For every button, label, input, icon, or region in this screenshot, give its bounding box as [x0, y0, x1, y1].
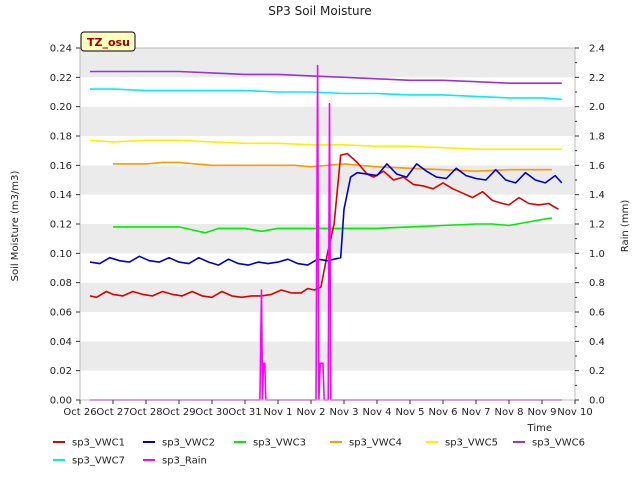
grid-band [80, 341, 575, 371]
grid-bands [80, 48, 575, 400]
series-line-sp3_VWC2 [89, 163, 563, 266]
y-tick-label: 0.08 [50, 278, 72, 289]
y2-tick-label: 1.0 [589, 249, 605, 260]
legend-label: sp3_VWC4 [349, 438, 402, 449]
grid-band [80, 48, 575, 78]
y-tick-label: 0.18 [50, 132, 72, 143]
y2-tick-label: 0.8 [589, 278, 605, 289]
series-line-sp3_VWC7 [89, 88, 562, 101]
series-line-sp3_Rain [89, 64, 562, 401]
y-tick-label: 0.24 [50, 44, 72, 55]
y-axis-title: Soil Moisture (m3/m3) [10, 171, 21, 282]
series-layer [89, 64, 563, 401]
series-line-sp3_VWC5 [89, 139, 562, 150]
x-tick-label: Nov 3 [329, 407, 358, 418]
x-axis: Oct 26 Oct 27 Oct 28 Oct 29 Oct 30 Oct 31 Nov … [63, 400, 593, 418]
x-tick-label: Nov 1 [263, 407, 292, 418]
y-tick-label: 0.14 [50, 190, 72, 201]
y-tick-label: 0.16 [50, 161, 72, 172]
right-axis: 0.0 0.2 0.4 0.6 0.8 1.0 1.2 1.4 1.6 1.8 2.0 2.2 2.4 [575, 44, 605, 407]
legend-label: sp3_VWC7 [72, 456, 125, 467]
x-tick-label: Oct 31 [228, 407, 261, 418]
y2-tick-label: 0.2 [589, 366, 605, 377]
y-tick-label: 0.12 [50, 220, 72, 231]
legend: sp3_VWC1 sp3_VWC2 sp3_VWC3 sp3_VWC4 sp3_VWC5… [53, 438, 585, 467]
x-tick-label: Nov 7 [461, 407, 490, 418]
y2-tick-label: 2.0 [589, 102, 605, 113]
x-tick-label: Nov 10 [557, 407, 592, 418]
x-tick-label: Oct 27 [96, 407, 129, 418]
grid-band [80, 282, 575, 312]
x-tick-label: Nov 6 [428, 407, 457, 418]
y-tick-label: 0.04 [50, 337, 72, 348]
y2-tick-label: 0.4 [589, 337, 605, 348]
x-tick-label: Oct 29 [162, 407, 195, 418]
series-line-sp3_VWC6 [89, 70, 562, 84]
y-tick-label: 0.00 [50, 396, 72, 407]
y2-tick-label: 1.8 [589, 132, 605, 143]
x-axis-title: Time [527, 423, 552, 434]
left-axis: 0.00 0.02 0.04 0.06 0.08 0.10 0.12 0.14 0.16 0.18… [50, 44, 80, 407]
legend-label: sp3_VWC5 [445, 438, 498, 449]
y2-tick-label: 1.4 [589, 190, 605, 201]
x-tick-label: Nov 9 [527, 407, 556, 418]
y2-tick-label: 2.4 [589, 44, 605, 55]
y2-axis-title: Rain (mm) [620, 200, 631, 253]
series-line-sp3_VWC3 [113, 217, 553, 234]
x-tick-label: Nov 2 [296, 407, 325, 418]
x-tick-label: Nov 8 [494, 407, 523, 418]
x-tick-label: Nov 5 [395, 407, 424, 418]
series-line-sp3_VWC1 [89, 152, 559, 299]
legend-label: sp3_VWC3 [253, 438, 306, 449]
y-tick-label: 0.22 [50, 73, 72, 84]
chart-title: SP3 Soil Moisture [268, 4, 371, 18]
grid-band [80, 312, 575, 342]
y2-tick-label: 0.0 [589, 396, 605, 407]
x-tick-label: Oct 26 [63, 407, 96, 418]
y-tick-label: 0.06 [50, 308, 72, 319]
x-tick-label: Oct 30 [195, 407, 228, 418]
x-tick-label: Oct 28 [129, 407, 162, 418]
y2-tick-label: 2.2 [589, 73, 605, 84]
y2-tick-label: 1.6 [589, 161, 605, 172]
site-badge: TZ_osu [80, 31, 136, 52]
grid-band [80, 106, 575, 136]
y-tick-label: 0.02 [50, 366, 72, 377]
y-tick-label: 0.20 [50, 102, 72, 113]
y-tick-label: 0.10 [50, 249, 72, 260]
x-tick-label: Nov 4 [362, 407, 391, 418]
y2-tick-label: 1.2 [589, 220, 605, 231]
legend-label: sp3_Rain [162, 456, 207, 467]
grid-band [80, 253, 575, 283]
y2-tick-label: 0.6 [589, 308, 605, 319]
legend-label: sp3_VWC1 [72, 438, 125, 449]
legend-label: sp3_VWC6 [532, 438, 585, 449]
grid-band [80, 194, 575, 224]
site-badge-label: TZ_osu [87, 36, 130, 49]
series-line-sp3_VWC4 [113, 161, 552, 172]
legend-label: sp3_VWC2 [162, 438, 215, 449]
